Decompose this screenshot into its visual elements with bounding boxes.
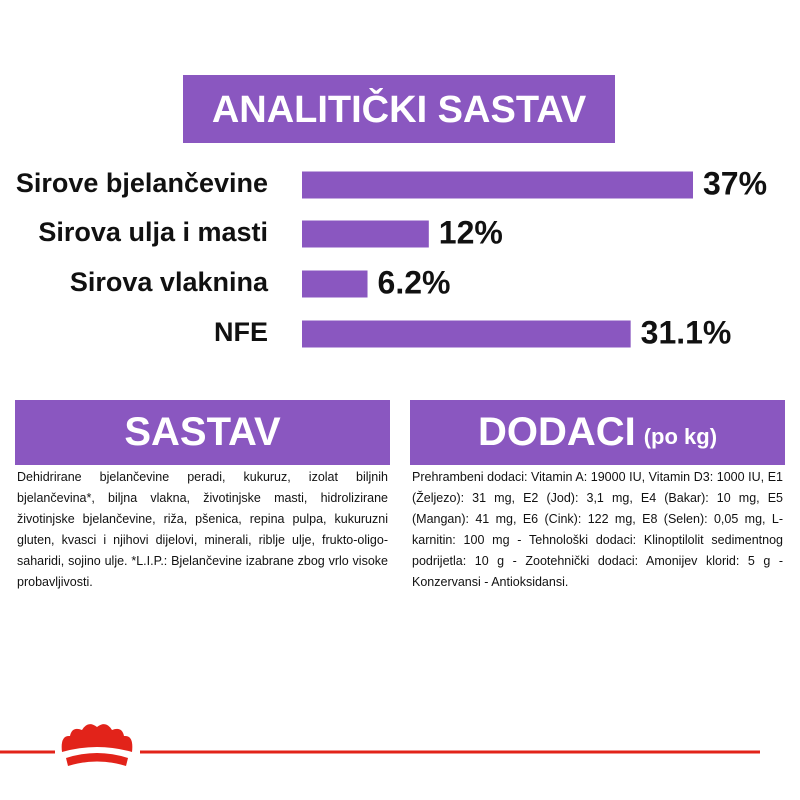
panel: SASTAV Dehidrirane bjelančevine peradi, …	[15, 400, 390, 593]
panel-text: Prehrambeni dodaci: Vitamin A: 19000 IU,…	[412, 470, 783, 589]
panel-subtitle: (po kg)	[643, 423, 718, 449]
value-label: 37%	[703, 165, 767, 201]
value-label: 6.2%	[378, 264, 451, 300]
bar	[302, 171, 693, 199]
logo	[61, 724, 133, 766]
value-label: 12%	[439, 214, 503, 250]
bar	[302, 220, 429, 248]
category-label: Sirova ulja i masti	[38, 217, 268, 247]
value-label: 31.1%	[641, 314, 732, 350]
bar	[302, 320, 631, 348]
category-label: Sirove bjelančevine	[16, 168, 268, 198]
chart-title: ANALITIČKI SASTAV	[212, 86, 587, 131]
category-label: Sirova vlaknina	[70, 267, 269, 297]
panel-header: SASTAV	[15, 400, 390, 465]
panel-text: Dehidrirane bjelančevine peradi, kukuruz…	[17, 470, 388, 589]
panel-header: DODACI (po kg)	[410, 400, 785, 465]
title-band	[183, 75, 615, 143]
panel: DODACI (po kg) Prehrambeni dodaci: Vitami…	[410, 400, 785, 593]
category-label: NFE	[214, 317, 268, 347]
panel-title: SASTAV	[124, 410, 281, 454]
panel-title: DODACI	[477, 410, 636, 454]
bar	[302, 270, 368, 298]
